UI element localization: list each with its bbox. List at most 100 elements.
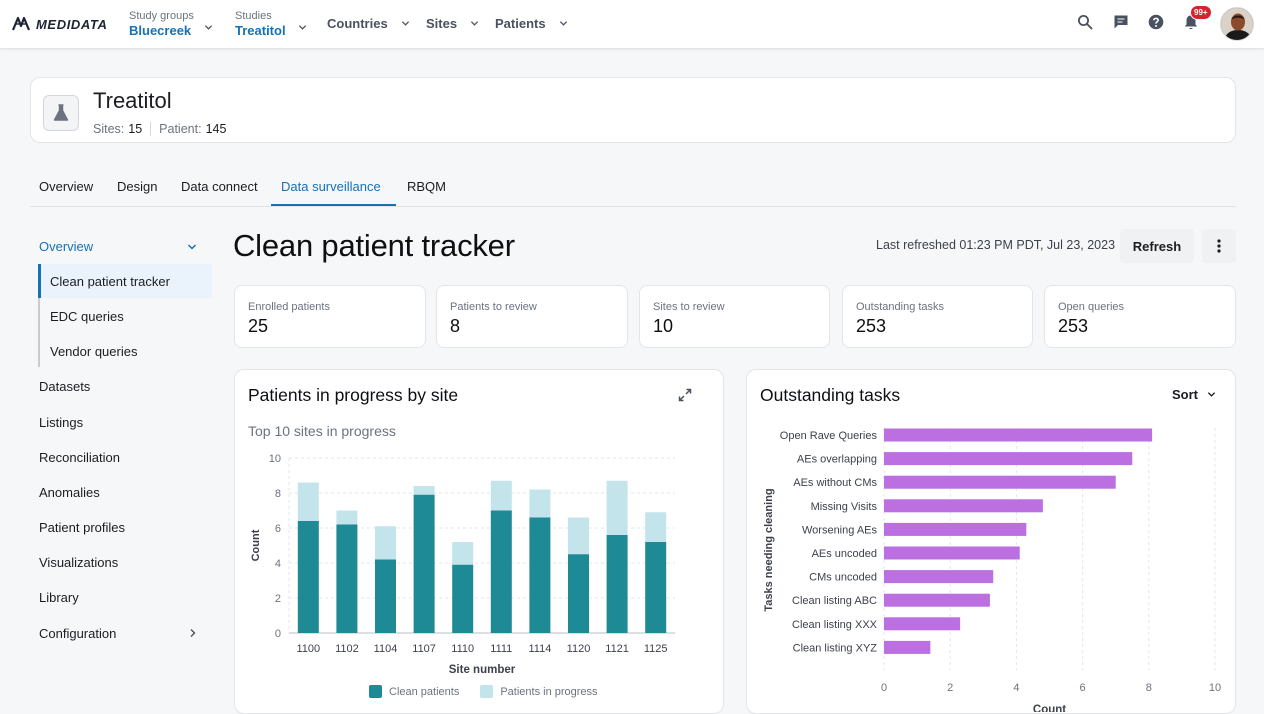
user-avatar[interactable] (1220, 7, 1254, 41)
last-refreshed-text: Last refreshed 01:23 PM PDT, Jul 23, 202… (876, 238, 1116, 252)
sort-button[interactable]: Sort (1172, 387, 1216, 402)
sidebar-item-visualizations[interactable]: Visualizations (39, 555, 119, 570)
horizontal-bar-chart: 0 2 4 6 8 10 Open Rave Queries AEs overlapping A… (763, 428, 1221, 712)
studies-value: Treatitol (235, 23, 286, 38)
stat-value: 8 (450, 316, 461, 336)
sites-count-label: Sites: (93, 122, 125, 136)
bar-in-progress (413, 486, 435, 495)
top-navigation-bar: MEDIDATA Study groups Bluecreek Studies … (0, 0, 1264, 49)
logo-text: MEDIDATA (36, 16, 108, 32)
category-label: Clean listing ABC (792, 595, 877, 607)
stat-label: Sites to review (653, 301, 725, 313)
sidebar-item-vendor-queries[interactable]: Vendor queries (50, 344, 138, 359)
nav-countries-label: Countries (327, 16, 388, 31)
bar-clean (336, 524, 358, 633)
sidebar-item-configuration[interactable]: Configuration (39, 626, 117, 641)
help-icon[interactable] (1148, 14, 1164, 30)
study-title: Treatitol (93, 88, 172, 113)
more-options-button[interactable] (1202, 229, 1236, 263)
x-tick-label: 1121 (605, 643, 629, 655)
category-label: AEs without CMs (793, 477, 877, 489)
patients-in-progress-panel: Patients in progress by site Top 10 site… (234, 369, 724, 714)
sidebar-item-reconciliation[interactable]: Reconciliation (39, 450, 120, 465)
search-icon[interactable] (1077, 14, 1093, 30)
meta-divider (150, 122, 152, 136)
x-tick-label: 1111 (490, 643, 512, 655)
legend-label-clean: Clean patients (389, 685, 460, 698)
studies-selector[interactable]: Studies Treatitol (235, 9, 307, 39)
category-label: Worsening AEs (802, 524, 878, 536)
task-bar (884, 475, 1116, 489)
study-groups-selector[interactable]: Study groups Bluecreek (129, 9, 213, 39)
y-tick-label: 4 (275, 558, 281, 570)
x-tick-label: 10 (1209, 682, 1221, 694)
notification-badge: 99+ (1190, 5, 1212, 20)
chevron-down-icon (204, 24, 212, 30)
x-tick-label: 8 (1146, 682, 1152, 694)
legend-swatch-in-progress (480, 685, 494, 698)
bar-in-progress (452, 542, 474, 565)
category-label: CMs uncoded (809, 572, 877, 584)
x-tick-label: 6 (1080, 682, 1086, 694)
x-tick-label: 1120 (567, 643, 591, 655)
category-label: Clean listing XYZ (793, 642, 878, 654)
sidebar-item-overview[interactable]: Overview (39, 239, 93, 254)
sidebar-item-patient-profiles[interactable]: Patient profiles (39, 520, 125, 535)
refresh-button[interactable]: Refresh (1120, 229, 1194, 263)
bar-clean (645, 542, 667, 633)
sidebar-item-datasets[interactable]: Datasets (39, 379, 91, 394)
task-bar (884, 546, 1020, 560)
stat-label: Outstanding tasks (856, 301, 945, 313)
sidebar-item-edc-queries[interactable]: EDC queries (50, 309, 124, 324)
submenu-rail (38, 264, 40, 367)
expand-icon[interactable] (678, 388, 692, 402)
studies-label: Studies (235, 10, 272, 22)
bar-in-progress (568, 517, 589, 555)
chevron-down-icon (1207, 392, 1216, 397)
y-tick-label: 8 (275, 488, 281, 500)
chevron-down-icon (298, 24, 306, 30)
chevron-down-icon (401, 21, 409, 26)
chevron-down-icon[interactable] (187, 242, 197, 252)
category-label: Missing Visits (811, 501, 878, 513)
chart-legend: Clean patients Patients in progress (369, 685, 598, 698)
bar-in-progress (529, 489, 551, 518)
tab-rbqm[interactable]: RBQM (407, 179, 446, 194)
y-axis-title: Tasks needing cleaning (763, 488, 775, 611)
y-tick-label: 0 (275, 628, 281, 640)
category-label: Clean listing XXX (792, 619, 878, 631)
task-bar (884, 640, 931, 654)
tab-data-surveillance[interactable]: Data surveillance (281, 179, 381, 194)
nav-sites[interactable]: Sites (426, 16, 479, 31)
sidebar-item-anomalies[interactable]: Anomalies (39, 485, 100, 500)
chat-icon[interactable] (1113, 14, 1129, 30)
chevron-right-icon[interactable] (188, 628, 198, 638)
study-groups-label: Study groups (129, 10, 194, 22)
sort-label: Sort (1172, 387, 1198, 402)
medidata-logo[interactable]: MEDIDATA (11, 15, 107, 33)
patients-count-label: Patient: (159, 122, 202, 136)
y-axis-title: Count (250, 529, 262, 561)
page-title: Clean patient tracker (233, 228, 515, 263)
sidebar-item-clean-patient-tracker[interactable]: Clean patient tracker (50, 274, 170, 289)
bar-in-progress (375, 526, 396, 560)
panel-title: Patients in progress by site (248, 385, 459, 405)
nav-countries[interactable]: Countries (327, 16, 410, 31)
x-axis-title: Count (1033, 704, 1066, 712)
sidebar-item-listings[interactable]: Listings (39, 415, 84, 430)
task-bar (884, 499, 1043, 513)
chevron-down-icon (559, 21, 567, 26)
nav-patients[interactable]: Patients (495, 16, 568, 31)
category-label: AEs overlapping (797, 454, 877, 466)
task-bar (884, 452, 1133, 466)
stat-card-outstanding-tasks: Outstanding tasks 253 (842, 285, 1033, 348)
x-tick-label: 1125 (644, 643, 668, 655)
bar-in-progress (606, 480, 628, 535)
x-tick-label: 1107 (412, 643, 436, 655)
tab-overview[interactable]: Overview (39, 179, 94, 194)
tab-data-connect[interactable]: Data connect (181, 179, 258, 194)
tab-design[interactable]: Design (117, 179, 158, 194)
sidebar-item-library[interactable]: Library (39, 590, 79, 605)
patients-count-value: 145 (205, 122, 227, 136)
kebab-menu-icon (1217, 239, 1221, 253)
